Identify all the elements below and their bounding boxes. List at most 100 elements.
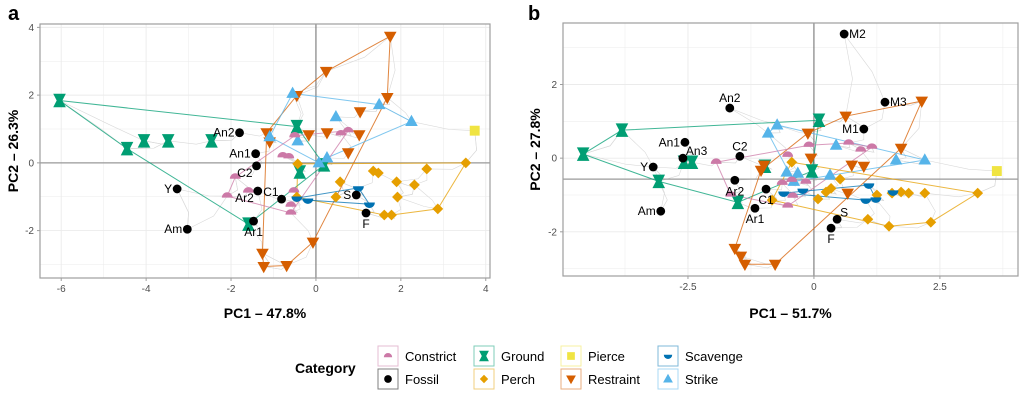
branch-line bbox=[187, 195, 228, 230]
y-tick-label: 4 bbox=[28, 23, 34, 34]
fossil-label: C1 bbox=[758, 193, 774, 207]
point-fossil bbox=[735, 151, 745, 161]
point-strike bbox=[286, 86, 299, 98]
panel-b: An2 An1 An3 C2 Y Ar2 C1 Ar1 Am SF M2 M1 M3 -2.5 0 2.5 -2… bbox=[527, 3, 1019, 321]
legend-constrict-icon bbox=[383, 353, 393, 358]
series-scavenge bbox=[778, 183, 899, 204]
point-pierce bbox=[469, 125, 480, 136]
point-fossil bbox=[172, 184, 182, 194]
panel-border bbox=[562, 22, 1019, 277]
point-perch bbox=[392, 191, 403, 203]
legend-item-scavenge: Scavenge bbox=[657, 345, 743, 367]
point-constrict bbox=[787, 192, 799, 198]
point-fossil bbox=[249, 216, 258, 226]
point-perch bbox=[432, 203, 444, 215]
point-scavenge bbox=[887, 190, 899, 196]
point-ground bbox=[576, 147, 590, 161]
point-scavenge bbox=[860, 198, 872, 204]
legend-fossil-icon bbox=[384, 375, 392, 383]
branch-line bbox=[729, 107, 778, 126]
point-fossil bbox=[251, 149, 261, 159]
x-tick-label: -2.5 bbox=[679, 282, 697, 293]
point-perch bbox=[825, 182, 837, 194]
x-tick-label: 4 bbox=[483, 284, 489, 295]
x-tick-label: -2 bbox=[227, 284, 236, 295]
point-fossil bbox=[277, 194, 286, 204]
legend-label: Fossil bbox=[405, 372, 439, 387]
fossil-label: Am bbox=[638, 204, 656, 218]
x-axis-title: PC1 – 47.8% bbox=[224, 305, 307, 321]
x-tick-label: -6 bbox=[57, 284, 66, 295]
point-ground bbox=[685, 155, 699, 169]
point-fossil bbox=[880, 97, 890, 107]
fossil-label: Y bbox=[164, 182, 172, 196]
legend-label: Scavenge bbox=[685, 349, 743, 364]
branch-line bbox=[583, 153, 654, 168]
branch-line bbox=[888, 221, 931, 229]
point-strike bbox=[780, 165, 794, 177]
point-fossil bbox=[656, 206, 666, 216]
point-restraint bbox=[768, 259, 782, 271]
legend-item-strike: Strike bbox=[657, 368, 718, 390]
point-ground bbox=[812, 113, 826, 127]
fossil-label: C1 bbox=[263, 185, 279, 199]
legend-label: Perch bbox=[501, 372, 535, 387]
fossil-label: M1 bbox=[842, 122, 859, 136]
panel-border bbox=[39, 23, 491, 279]
legend-scavenge-icon bbox=[663, 354, 673, 359]
point-fossil bbox=[648, 162, 658, 172]
point-constrict bbox=[288, 187, 300, 193]
point-constrict bbox=[866, 143, 878, 149]
y-axis-title: PC2 – 27.8% bbox=[527, 108, 543, 191]
y-axis-title: PC2 – 26.3% bbox=[5, 109, 21, 192]
y-tick-label: -2 bbox=[25, 226, 34, 237]
point-constrict bbox=[725, 191, 737, 197]
fossil-label: Ar2 bbox=[725, 184, 744, 198]
branch-line bbox=[924, 192, 978, 198]
series-constrict bbox=[710, 139, 878, 208]
point-restraint bbox=[280, 260, 293, 273]
point-constrict bbox=[221, 192, 233, 198]
series-fossil: An2 An1 C2 Ar2 C1 Ar1 Y Am S F bbox=[164, 126, 371, 239]
branch-line bbox=[286, 241, 314, 266]
point-constrict bbox=[782, 151, 794, 157]
point-fossil bbox=[730, 175, 740, 185]
series-restraint bbox=[728, 96, 929, 271]
point-constrict bbox=[776, 179, 788, 185]
point-strike bbox=[823, 168, 837, 180]
point-restraint bbox=[845, 160, 859, 172]
fossil-label: Ar1 bbox=[244, 225, 263, 239]
y-tick-label: -2 bbox=[548, 227, 557, 238]
x-tick-label: 0 bbox=[811, 282, 817, 293]
point-restraint bbox=[256, 248, 269, 261]
point-constrict bbox=[843, 139, 855, 145]
x-tick-label: -4 bbox=[142, 284, 151, 295]
branch-line bbox=[168, 140, 212, 145]
point-ground bbox=[731, 195, 745, 210]
legend-item-perch: Perch bbox=[473, 368, 535, 390]
point-fossil bbox=[750, 203, 760, 213]
series-scavenge bbox=[291, 186, 375, 208]
point-strike bbox=[405, 114, 418, 127]
y-tick-label: 2 bbox=[28, 91, 34, 102]
point-fossil bbox=[235, 128, 244, 138]
branch-line bbox=[863, 102, 886, 130]
point-strike bbox=[829, 138, 843, 150]
point-perch bbox=[334, 176, 346, 188]
fossil-label: Am bbox=[164, 222, 182, 236]
point-constrict bbox=[283, 152, 295, 159]
fossil-label: C2 bbox=[237, 166, 253, 180]
point-fossil bbox=[761, 184, 771, 194]
legend-item-constrict: Constrict bbox=[377, 345, 457, 367]
point-perch bbox=[292, 158, 304, 170]
point-restraint bbox=[801, 128, 815, 140]
point-fossil bbox=[182, 224, 192, 234]
point-restraint bbox=[257, 261, 271, 274]
hull-ground bbox=[57, 99, 325, 225]
branch-line bbox=[386, 36, 396, 98]
branch-line bbox=[426, 162, 466, 170]
point-constrict bbox=[710, 158, 722, 164]
panel-letter: a bbox=[8, 3, 20, 25]
branch-line bbox=[396, 168, 427, 183]
point-ground bbox=[161, 134, 175, 148]
